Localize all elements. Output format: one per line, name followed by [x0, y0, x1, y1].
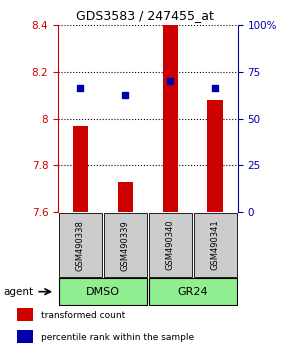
Text: percentile rank within the sample: percentile rank within the sample: [41, 333, 194, 342]
Text: agent: agent: [3, 287, 33, 297]
Text: GDS3583 / 247455_at: GDS3583 / 247455_at: [76, 9, 214, 22]
Text: DMSO: DMSO: [86, 287, 120, 297]
Text: GSM490339: GSM490339: [121, 220, 130, 270]
Text: transformed count: transformed count: [41, 311, 126, 320]
FancyBboxPatch shape: [194, 213, 237, 277]
FancyBboxPatch shape: [149, 213, 192, 277]
Text: GR24: GR24: [177, 287, 208, 297]
FancyBboxPatch shape: [59, 213, 102, 277]
Text: GSM490341: GSM490341: [211, 220, 220, 270]
FancyBboxPatch shape: [149, 278, 237, 305]
Text: GSM490340: GSM490340: [166, 220, 175, 270]
Bar: [162, 25, 178, 212]
FancyBboxPatch shape: [59, 278, 147, 305]
FancyBboxPatch shape: [104, 213, 147, 277]
Bar: [117, 182, 133, 212]
Bar: [207, 100, 223, 212]
Bar: [17, 308, 33, 321]
Bar: [17, 330, 33, 343]
Bar: [72, 126, 88, 212]
Text: GSM490338: GSM490338: [76, 220, 85, 270]
